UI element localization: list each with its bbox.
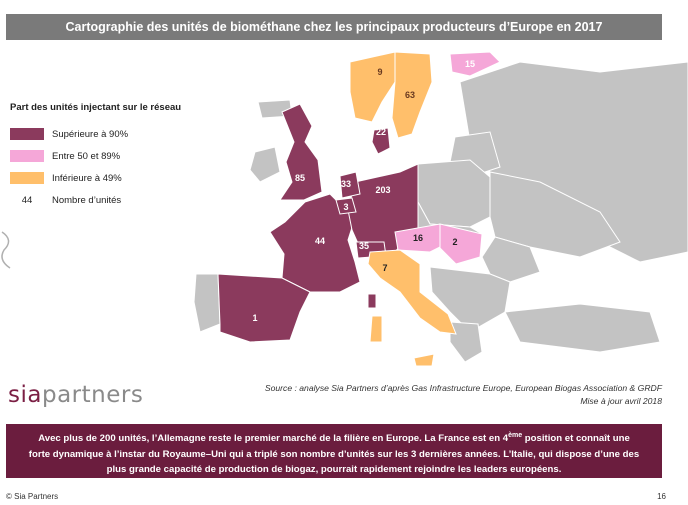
country-uk: [279, 103, 323, 201]
legend-swatch-high: [10, 128, 44, 140]
label-belgium: 3: [343, 202, 348, 212]
logo-part-sia: sia: [8, 382, 42, 408]
legend-item-count: 44 Nombre d’unités: [10, 189, 200, 211]
country-hungary: [439, 223, 483, 265]
country-italy: [367, 249, 457, 335]
mid-share-countries: [394, 51, 501, 265]
country-denmark: [371, 127, 391, 155]
page-title: Cartographie des unités de biométhane ch…: [6, 14, 662, 40]
legend-count-sample: 44: [21, 194, 33, 206]
country-spain: [217, 273, 311, 343]
country-sweden: [391, 51, 433, 139]
update-date: Mise à jour avril 2018: [580, 396, 662, 406]
summary-banner: Avec plus de 200 unités, l’Allemagne res…: [6, 424, 662, 478]
island-corsica: [367, 293, 377, 309]
legend-item-high: Supérieure à 90%: [10, 123, 200, 145]
label-uk: 85: [295, 173, 305, 183]
label-france: 44: [315, 236, 325, 246]
label-denmark: 22: [376, 127, 386, 137]
label-austria: 16: [413, 233, 423, 243]
copyright: © Sia Partners: [6, 492, 59, 501]
page-number: 16: [657, 492, 666, 501]
banner-line-1-sup: ème: [508, 432, 523, 439]
label-germany: 203: [375, 185, 390, 195]
country-belarus-ukraine: [489, 171, 621, 258]
source-note: Source : analyse Sia Partners d’après Ga…: [264, 383, 662, 393]
europe-map: 9 63 15 22 85 33 3 203 44 35 16 2 7 1: [193, 51, 688, 367]
legend-swatch-mid: [10, 150, 44, 162]
label-sweden: 63: [405, 90, 415, 100]
country-netherlands: [339, 171, 361, 199]
country-norway: [349, 51, 396, 123]
island-sardinia: [369, 315, 383, 343]
country-finland: [449, 51, 501, 77]
logo-part-partners: partners: [41, 382, 144, 408]
map-legend: Part des unités injectant sur le réseau …: [10, 102, 200, 211]
country-greece: [449, 321, 483, 363]
label-italy: 7: [382, 263, 387, 273]
legend-item-mid: Entre 50 et 89%: [10, 145, 200, 167]
country-belgium: [335, 197, 357, 215]
country-turkey: [504, 303, 661, 353]
unit-labels: 9 63 15 22 85 33 3 203 44 35 16 2 7 1: [252, 59, 475, 323]
label-finland: 15: [465, 59, 475, 69]
country-poland: [417, 159, 491, 228]
legend-label-low: Inférieure à 49%: [52, 172, 122, 184]
banner-line-3: plus grande capacité de production de bi…: [106, 464, 562, 476]
legend-title: Part des unités injectant sur le réseau: [10, 102, 182, 113]
country-ireland: [249, 146, 281, 183]
banner-line-1: Avec plus de 200 unités, l’Allemagne res…: [6, 428, 662, 447]
legend-swatch-low: [10, 172, 44, 184]
country-portugal: [193, 273, 221, 333]
label-netherlands: 33: [341, 179, 351, 189]
legend-label-high: Supérieure à 90%: [52, 128, 129, 140]
banner-line-1-b: position et connaît une: [522, 433, 630, 445]
low-share-countries: [349, 51, 457, 367]
country-balkans: [429, 266, 511, 333]
legend-item-low: Inférieure à 49%: [10, 167, 200, 189]
label-hungary: 2: [452, 237, 457, 247]
island-sicily: [413, 353, 435, 367]
label-switzerland: 35: [359, 241, 369, 251]
banner-line-2: forte dynamique à l’instar du Royaume–Un…: [28, 448, 640, 460]
high-share-countries: [217, 103, 419, 343]
legend-label-mid: Entre 50 et 89%: [52, 150, 121, 162]
sia-partners-logo: siapartners: [8, 382, 143, 408]
label-norway: 9: [377, 67, 382, 77]
decorative-swirl-icon: [1, 231, 11, 269]
banner-line-1-a: Avec plus de 200 unités, l’Allemagne res…: [38, 433, 509, 445]
legend-count-label: Nombre d’unités: [52, 194, 122, 206]
label-spain: 1: [252, 313, 257, 323]
